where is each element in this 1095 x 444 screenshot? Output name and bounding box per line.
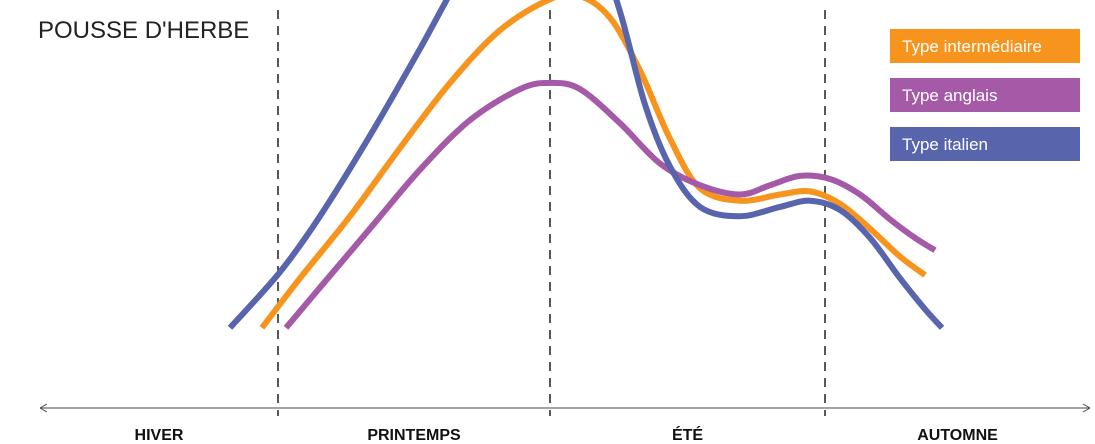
season-dividers [277,10,826,416]
legend-label: Type anglais [902,86,997,105]
chart-title: POUSSE D'HERBE [38,17,249,44]
legend-swatch [890,29,1080,63]
season-label: ÉTÉ [672,425,703,444]
season-label: AUTOMNE [917,427,998,444]
legend-label: Type italien [902,135,988,154]
arrow-right-icon [1082,403,1091,413]
growth-lines [227,0,945,330]
legend-swatch [890,78,1080,112]
season-labels: HIVER PRINTEMPS ÉTÉ AUTOMNE [135,425,999,444]
legend-swatch [890,127,1080,161]
series-line-anglais [283,79,937,330]
arrow-left-icon [39,403,48,413]
time-axis [39,403,1091,413]
legend-label: Type intermédiaire [902,37,1042,56]
season-label: HIVER [135,427,184,444]
season-label: PRINTEMPS [367,427,461,444]
legend: Type intermédiaire Type anglais Type itali… [890,29,1080,161]
series-line-italien [227,0,945,330]
